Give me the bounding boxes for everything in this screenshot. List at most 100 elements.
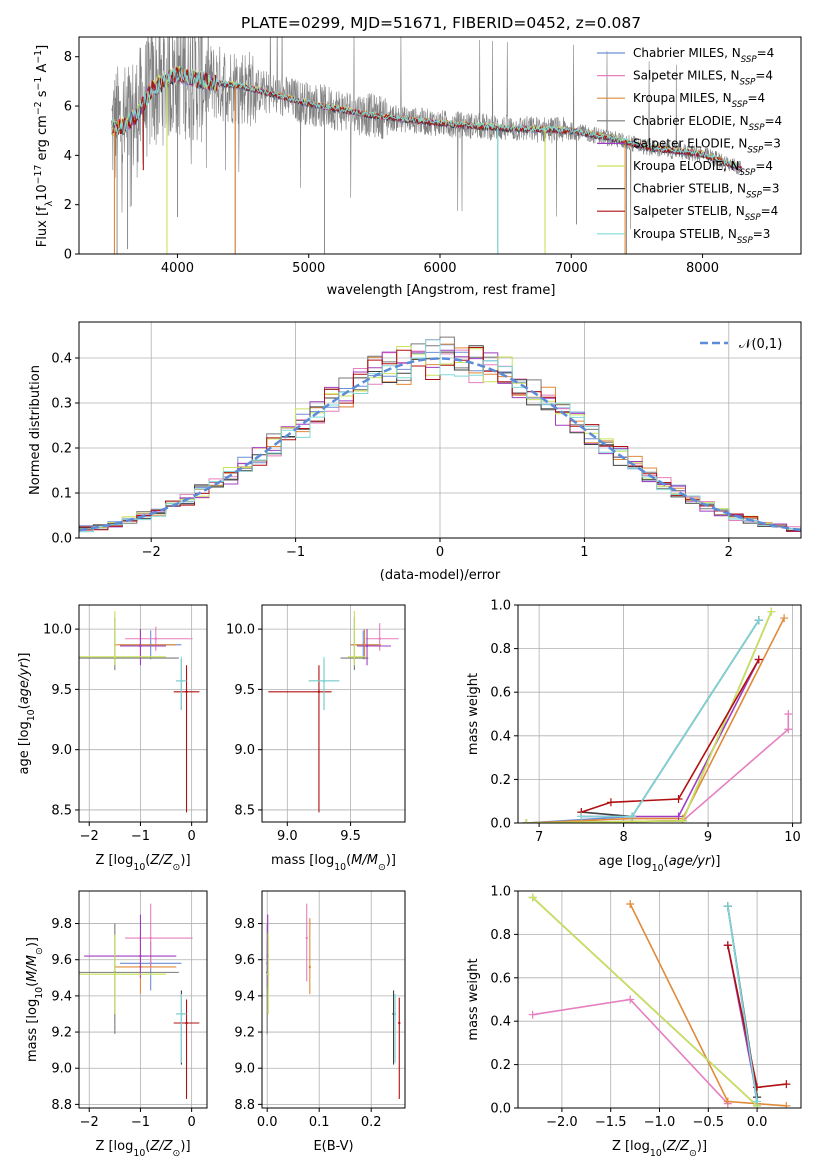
mass_ebv-panel: 0.0 0.1 0.2 8.8 9.0 9.2 9.4 9.6 9.8 E(B-V): [234, 890, 406, 1154]
spectrum-panel: 4000 5000 6000 7000 8000 0 2 4 6 8 wavelength [Ang…: [33, 36, 802, 298]
legend-entry-chabrier_miles: Chabrier MILES, NSSP=4: [633, 46, 774, 65]
weight_Z-xlabel: Z [log10(Z/Z⊙)]: [612, 1139, 707, 1159]
mass_ebv-ytick-label: 8.8: [234, 1098, 255, 1113]
residuals-ytick-label: 0.2: [51, 442, 72, 457]
weight_age-ytick-label: 1.0: [490, 599, 511, 614]
point-kroupa_stelib: [322, 679, 326, 683]
weight-marker-salpeter_stelib: [606, 798, 615, 807]
mass_Z-xlabel: Z [log10(Z/Z⊙)]: [95, 1139, 190, 1159]
weight-marker-salpeter_stelib: [782, 1080, 791, 1089]
point-kroupa_stelib: [393, 1012, 397, 1016]
weight-marker-kroupa_stelib: [628, 812, 637, 821]
age_mass-frame: [261, 604, 406, 823]
weight-marker-salpeter_stelib: [754, 655, 763, 664]
weight_Z-ytick-label: 0.6: [490, 971, 511, 986]
weight_age-xlabel: age [log10(age/yr)]: [598, 854, 720, 874]
point-salpeter_miles: [305, 936, 308, 940]
weight-marker-kroupa_elodie: [678, 816, 687, 823]
weight_age-xtick-label: 10: [784, 830, 801, 845]
age_Z-ytick-label: 8.5: [51, 803, 72, 818]
residuals-panel: −2 −1 0 1 2 0.0 0.1 0.2 0.3 0.4 (data-model)/error…: [28, 321, 802, 583]
age_Z-xtick-label: −2: [80, 829, 99, 844]
spectrum-xtick-label: 7000: [555, 261, 588, 276]
residuals-ylabel: Normed distribution: [28, 365, 43, 495]
spectrum-xtick-label: 6000: [423, 261, 456, 276]
age_Z-xlabel: Z [log10(Z/Z⊙)]: [95, 853, 190, 873]
legend-entry-kroupa_stelib: Kroupa STELIB, NSSP=3: [633, 227, 770, 246]
point-kroupa_elodie: [113, 655, 117, 659]
age_mass-plot-area: [268, 611, 399, 813]
weight-marker-salpeter_elodie: [674, 812, 683, 821]
legend-entry-salpeter_stelib: Salpeter STELIB, NSSP=4: [633, 204, 778, 223]
mass_ebv-ytick-label: 9.6: [234, 953, 255, 968]
weight_Z-plot-area: [528, 893, 791, 1108]
mass_Z-ylabel: mass [log10(M/M⊙)]: [25, 937, 45, 1062]
weight_age-xtick-label: 8: [619, 830, 627, 845]
point-kroupa_stelib: [180, 1012, 183, 1016]
weight-line-salpeter_stelib: [581, 659, 760, 813]
normal-distribution-curve: [79, 357, 801, 532]
weight_Z-xtick-label: −2.0: [546, 1115, 578, 1130]
spectrum-xtick-label: 4000: [161, 261, 194, 276]
point-salpeter_elodie: [139, 954, 142, 958]
weight_Z-xtick-label: −1.5: [595, 1115, 627, 1130]
weight_Z-ytick-label: 0.2: [490, 1058, 511, 1073]
residuals-ytick-label: 0.4: [51, 352, 72, 367]
residuals-xtick-label: 2: [725, 545, 733, 560]
weight-line-salpeter_miles: [526, 714, 790, 823]
residuals-ytick-label: 0.1: [51, 487, 72, 502]
weight-marker-kroupa_elodie: [522, 819, 531, 823]
mass_Z-ytick-label: 9.0: [51, 1062, 72, 1077]
mass_ebv-ytick-label: 9.0: [234, 1062, 255, 1077]
residuals-ytick-label: 0.0: [51, 532, 72, 547]
spectrum-xlabel: wavelength [Angstrom, rest frame]: [327, 283, 556, 298]
age_mass-xtick-label: 9.5: [340, 829, 361, 844]
age_Z-xtick-label: −1: [131, 829, 150, 844]
weight_age-ytick-label: 0.8: [490, 642, 511, 657]
legend-entry-kroupa_elodie: Kroupa ELODIE, NSSP=4: [633, 159, 773, 178]
mass_ebv-xtick-label: 0.0: [257, 1115, 278, 1130]
weight-marker-salpeter_miles: [626, 995, 635, 1004]
age_Z-ytick-label: 9.0: [51, 743, 72, 758]
weight-line-chabrier_stelib: [581, 619, 760, 818]
weight-marker-kroupa_miles: [626, 900, 635, 909]
point-salpeter_stelib: [185, 690, 188, 693]
legend-entry-chabrier_elodie: Chabrier ELODIE, NSSP=4: [633, 114, 782, 133]
spectrum-ytick-label: 2: [64, 198, 72, 213]
mass_ebv-ytick-label: 9.2: [234, 1026, 255, 1041]
spectrum-ytick-label: 0: [64, 248, 72, 263]
residuals-xtick-label: −1: [286, 545, 305, 560]
weight-marker-kroupa_stelib: [723, 902, 732, 911]
mass_Z-xtick-label: −2: [80, 1115, 99, 1130]
point-kroupa_miles: [308, 965, 312, 969]
weight-marker-kroupa_stelib: [577, 812, 586, 821]
mass_ebv-plot-area: [266, 903, 401, 1099]
weight_Z-ytick-label: 0.4: [490, 1015, 511, 1030]
residuals-ytick-label: 0.3: [51, 397, 72, 412]
weight_age-xtick-label: 9: [704, 830, 712, 845]
mass_ebv-xlabel: E(B-V): [313, 1139, 353, 1154]
legend-entry-salpeter_elodie: Salpeter ELODIE, NSSP=3: [633, 136, 781, 155]
point-salpeter_elodie: [139, 644, 142, 648]
residuals-plot-area: [79, 336, 801, 533]
mass_ebv-xtick-label: 0.1: [309, 1115, 330, 1130]
mass_Z-ytick-label: 9.6: [51, 953, 72, 968]
point-kroupa_elodie: [353, 655, 356, 659]
spectrum-ylabel: Flux [fλ10−17 erg cm−2 s−1 A−1]: [33, 45, 55, 247]
mass_Z-ytick-label: 8.8: [51, 1098, 72, 1113]
mass_Z-xtick-label: 0: [187, 1115, 195, 1130]
weight-line-kroupa_miles: [629, 903, 787, 1107]
weight-marker-kroupa_miles: [782, 1101, 791, 1108]
age_Z-ylabel: age [log10(age/yr)]: [17, 652, 37, 774]
mass_Z-ytick-label: 9.2: [51, 1026, 72, 1041]
weight_Z-ylabel: mass weight: [466, 958, 481, 1040]
model-spectrum-kroupa_stelib: [111, 66, 743, 170]
weight-marker-kroupa_stelib: [753, 1097, 762, 1106]
legend-entry-salpeter_miles: Salpeter MILES, NSSP=4: [633, 69, 773, 88]
mass_Z-ytick-label: 9.8: [51, 917, 72, 932]
weight_Z-ytick-label: 0.8: [490, 928, 511, 943]
weight_Z-xtick-label: −0.5: [693, 1115, 725, 1130]
weight-line-salpeter_elodie: [581, 659, 760, 818]
spectrum-legend: Chabrier MILES, NSSP=4 Salpeter MILES, NS…: [597, 46, 782, 246]
